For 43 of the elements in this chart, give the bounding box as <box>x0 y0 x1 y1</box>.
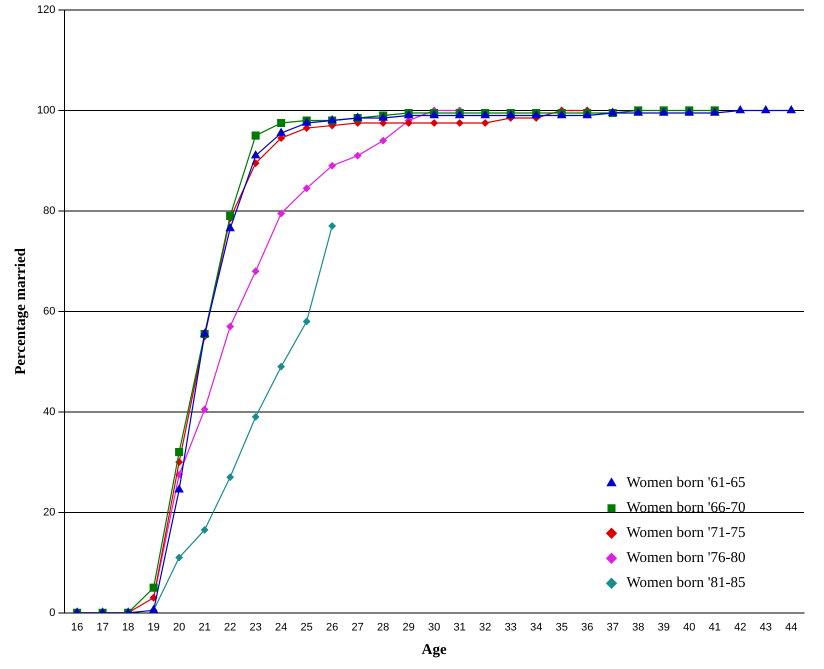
x-tick-label: 28 <box>377 621 390 634</box>
y-tick-label: 40 <box>43 406 56 418</box>
x-tick-label: 43 <box>760 621 772 634</box>
x-tick-label: 17 <box>96 621 109 634</box>
x-tick-label: 42 <box>734 621 746 634</box>
legend-label: Women born '61-65 <box>626 475 746 492</box>
x-tick-label: 19 <box>147 621 160 634</box>
x-tick-label: 27 <box>352 621 364 634</box>
x-tick-label: 16 <box>70 621 84 634</box>
x-tick-label: 32 <box>479 621 492 634</box>
y-tick-label: 60 <box>43 305 56 318</box>
y-tick-label: 80 <box>43 204 56 217</box>
x-tick-label: 30 <box>428 621 440 634</box>
legend-label: Women born '71-75 <box>626 525 746 542</box>
x-tick-label: 31 <box>454 621 466 634</box>
x-tick-label: 35 <box>556 621 568 634</box>
y-axis-title: Percentage married <box>12 247 29 375</box>
x-tick-label: 33 <box>504 621 517 634</box>
legend-label: Women born '81-85 <box>626 575 746 592</box>
x-tick-label: 21 <box>198 621 211 634</box>
x-tick-label: 38 <box>632 621 644 634</box>
x-tick-label: 22 <box>224 621 236 634</box>
legend-label: Women born '76-80 <box>626 550 746 566</box>
x-tick-label: 25 <box>300 621 313 634</box>
x-tick-label: 40 <box>683 621 696 634</box>
y-tick-label: 0 <box>49 606 56 619</box>
y-tick-label: 120 <box>36 4 56 16</box>
x-tick-label: 23 <box>250 621 262 634</box>
x-tick-label: 37 <box>606 621 619 634</box>
x-tick-label: 34 <box>530 621 542 634</box>
x-tick-label: 20 <box>173 621 186 634</box>
x-axis-title: Age <box>422 642 448 658</box>
x-tick-label: 41 <box>708 621 721 634</box>
x-tick-label: 44 <box>785 621 798 634</box>
legend-label: Women born '66-70 <box>626 500 746 516</box>
x-tick-label: 26 <box>326 621 338 634</box>
x-tick-label: 24 <box>275 621 288 634</box>
x-tick-label: 29 <box>402 621 415 634</box>
y-tick-label: 100 <box>36 104 56 116</box>
x-tick-label: 36 <box>581 621 594 634</box>
x-tick-label: 18 <box>122 621 134 634</box>
y-tick-label: 20 <box>43 506 56 518</box>
x-tick-label: 39 <box>658 621 670 634</box>
